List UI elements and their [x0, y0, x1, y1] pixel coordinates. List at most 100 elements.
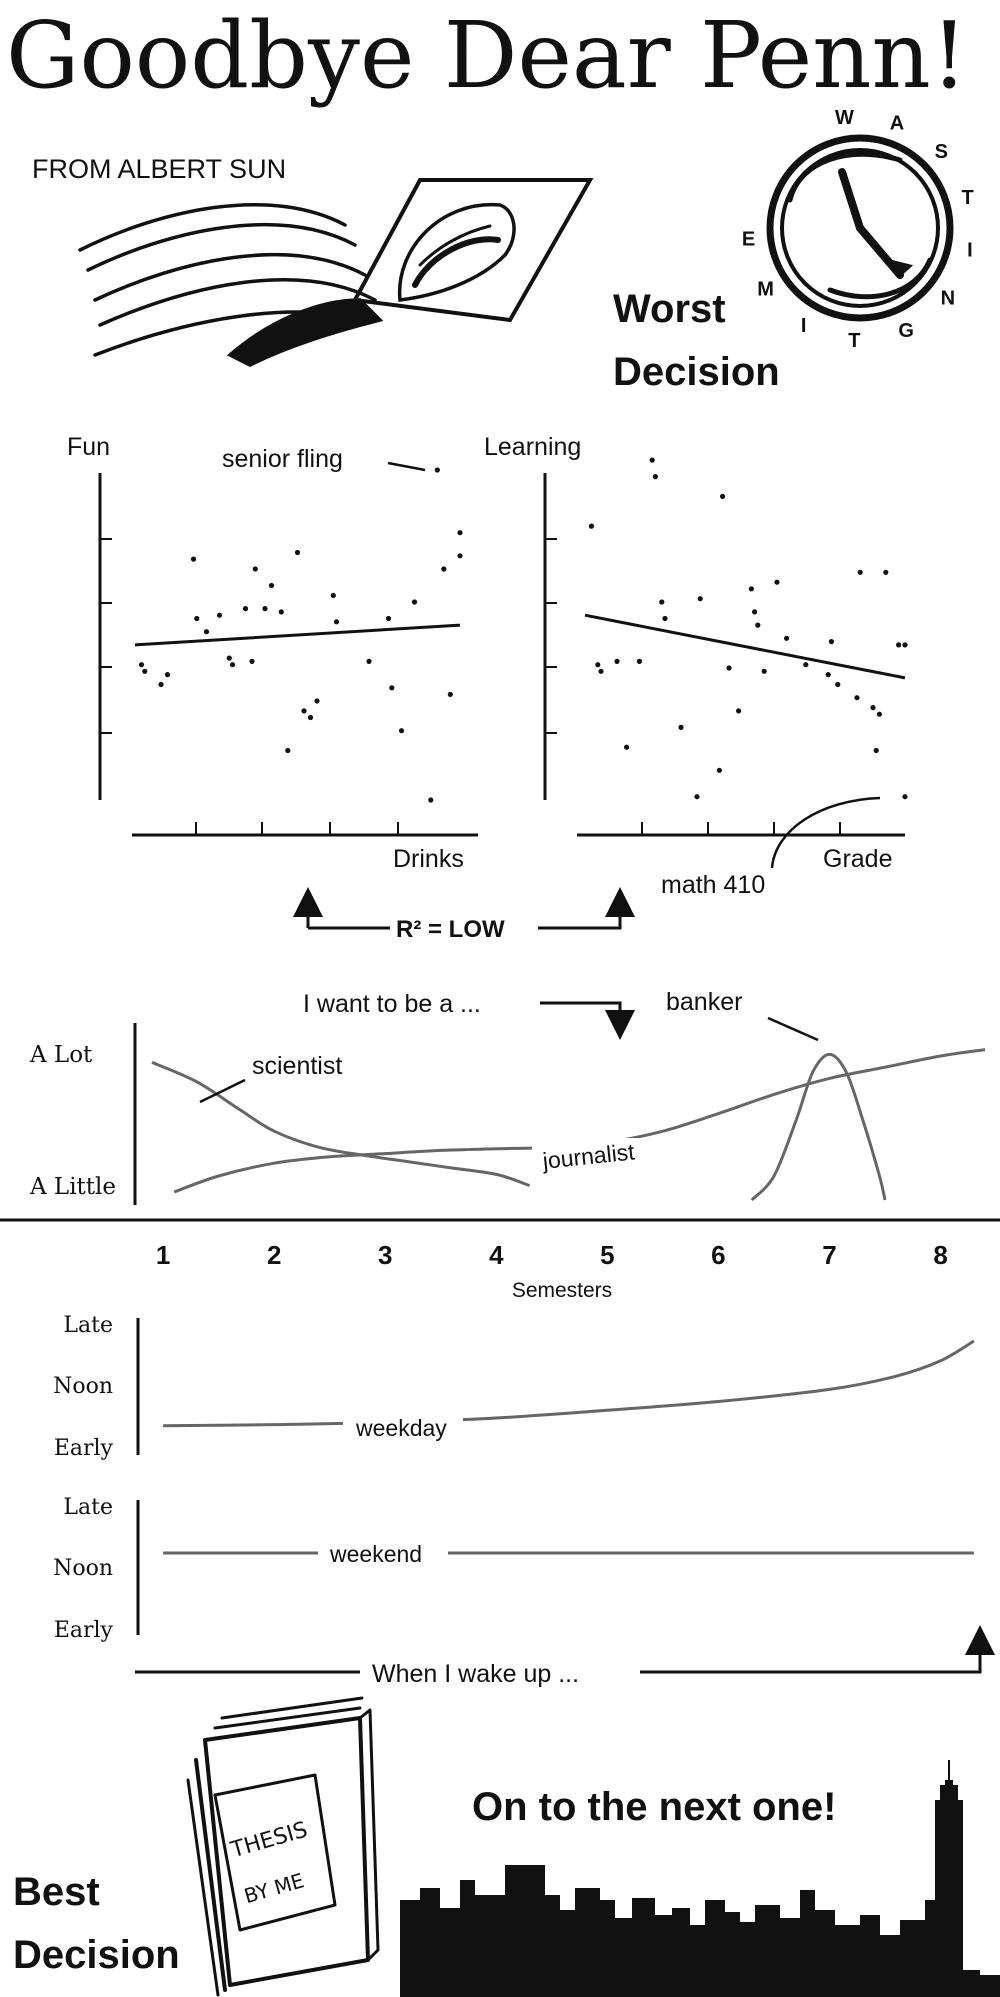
scatter-point [803, 662, 809, 668]
banker-curve [750, 1052, 887, 1202]
semester-tick-6: 6 [711, 1240, 725, 1270]
scatter-point [229, 662, 236, 668]
scatter-point [726, 665, 732, 671]
scatter-point [142, 668, 148, 674]
dial-letter: S [935, 141, 948, 163]
semester-tick-3: 3 [378, 1240, 392, 1270]
scatter-point [294, 549, 301, 556]
fun-scatter-points [138, 467, 463, 803]
scatter-point [835, 681, 841, 688]
weekend-label: weekend [329, 1541, 422, 1567]
scatter-point [870, 705, 876, 711]
scatter-point [366, 658, 372, 665]
semesters-axis-label: Semesters [512, 1279, 612, 1302]
learning-vs-grade-chart: Learning Grade math 410 [484, 433, 908, 899]
scatter-point [588, 523, 595, 529]
scatter-point [268, 582, 275, 589]
scatter-point [736, 708, 742, 714]
scatter-point [755, 622, 761, 628]
scatter-point [896, 642, 902, 648]
fun-trend-line [134, 623, 461, 647]
scatter-point [697, 596, 703, 602]
scatter-point [752, 609, 758, 615]
byline: FROM ALBERT SUN [32, 154, 286, 184]
semester-tick-labels: 1 2 3 4 5 6 7 8 [156, 1240, 948, 1270]
scatter-point [854, 695, 860, 701]
scatter-point [398, 728, 405, 734]
scatter-point [389, 685, 395, 691]
learning-axis-label: Learning [484, 433, 581, 461]
dial-letter: I [801, 315, 807, 337]
senior-fling-pointer [387, 461, 426, 472]
scatter-point [883, 569, 889, 575]
dial-letter: T [961, 187, 973, 209]
dial-letter: M [757, 278, 774, 300]
scatter-point [716, 767, 723, 773]
banker-label: banker [666, 988, 742, 1016]
semester-tick-7: 7 [822, 1240, 836, 1270]
weekday-y-tick-late: Late [63, 1313, 113, 1338]
scatter-point [249, 658, 255, 665]
weekday-label-backdrop [343, 1410, 463, 1442]
scatter-point [441, 566, 447, 572]
clock-dial-letters: W A S T I N G T I M E [742, 107, 974, 352]
scatter-point [662, 615, 668, 622]
scatter-point [203, 629, 210, 635]
scatter-point [333, 619, 340, 625]
scientist-curve [151, 1061, 531, 1188]
dial-letter: A [890, 112, 904, 134]
scatter-point [216, 612, 223, 618]
scatter-point [278, 609, 284, 615]
banker-pointer [767, 1016, 819, 1042]
scatter-point [652, 474, 659, 480]
best-decision-label-line2: Decision [13, 1933, 180, 1977]
semester-tick-4: 4 [489, 1240, 504, 1270]
open-book-illustration [78, 178, 594, 367]
journalist-label-backdrop [532, 1138, 654, 1170]
scatter-point [873, 747, 879, 754]
scatter-point [761, 668, 767, 674]
scatter-point [784, 635, 790, 641]
page-title: Goodbye Dear Penn! [6, 2, 968, 109]
scatter-point [720, 493, 726, 499]
scatter-point [434, 467, 440, 473]
drinks-axis-label: Drinks [393, 845, 464, 873]
scientist-pointer [199, 1078, 246, 1104]
worst-decision-label-line1: Worst [613, 287, 726, 331]
scatter-point [385, 615, 392, 622]
weekday-curve [163, 1339, 975, 1428]
weekday-wake-chart: Late Noon Early weekday [53, 1313, 975, 1461]
dial-letter: E [742, 228, 755, 250]
dial-letter: N [941, 288, 955, 310]
career-y-tick-a-lot: A Lot [29, 1042, 93, 1068]
best-decision-label-line1: Best [13, 1870, 100, 1914]
math-410-annotation: math 410 [661, 871, 765, 899]
scatter-point [649, 457, 655, 463]
scatter-point [314, 698, 320, 704]
scatter-point [194, 615, 200, 622]
scatter-point [595, 662, 601, 668]
scatter-point [447, 691, 453, 698]
scatter-point [694, 794, 700, 800]
scatter-point [636, 658, 643, 665]
scatter-point [678, 724, 684, 731]
scatter-point [624, 744, 630, 750]
worst-decision-label-line2: Decision [613, 350, 780, 394]
scatter-point [242, 606, 249, 612]
scatter-point [857, 569, 863, 575]
semester-tick-2: 2 [267, 1240, 281, 1270]
scatter-point [659, 599, 665, 605]
scatter-point [902, 794, 908, 800]
scatter-point [307, 714, 314, 721]
scatter-point [164, 672, 171, 678]
weekend-label-backdrop [318, 1538, 448, 1570]
semester-tick-5: 5 [600, 1240, 614, 1270]
weekday-y-tick-noon: Noon [53, 1374, 113, 1399]
career-caption-arrow [540, 1001, 635, 1040]
scatter-point [774, 579, 780, 585]
scatter-point [457, 553, 463, 559]
weekday-y-tick-early: Early [54, 1436, 114, 1461]
fun-vs-drinks-chart: Fun Drinks senior fling [67, 433, 478, 873]
dial-letter: T [848, 330, 860, 352]
